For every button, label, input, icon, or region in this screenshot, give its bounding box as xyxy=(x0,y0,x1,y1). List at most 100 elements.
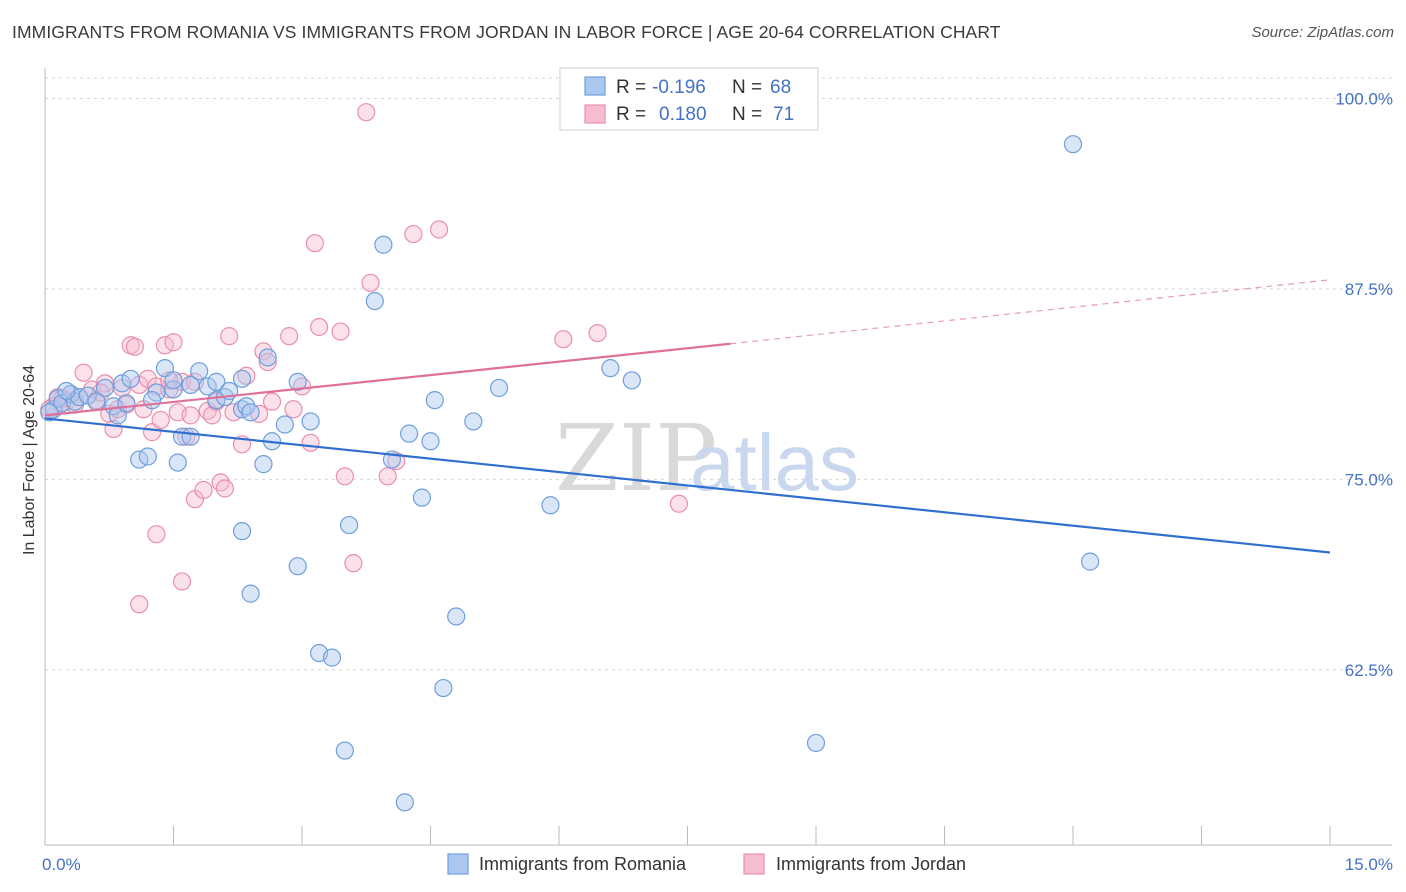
data-point-romania xyxy=(207,372,226,391)
data-point-romania xyxy=(138,447,157,466)
legend-box: R = -0.196 N = 68 R = 0.180 N = 71 xyxy=(559,67,819,131)
data-point-romania xyxy=(1063,135,1083,154)
legend-n-label: N = xyxy=(732,77,762,98)
data-point-romania xyxy=(806,733,826,753)
data-point-jordan xyxy=(404,224,423,244)
data-point-romania xyxy=(190,362,209,381)
data-point-jordan xyxy=(335,467,354,486)
x-tick-label: 0.0% xyxy=(42,855,81,874)
data-point-romania xyxy=(57,381,76,401)
data-point-jordan xyxy=(280,327,299,346)
data-point-romania xyxy=(1081,552,1100,571)
data-point-romania xyxy=(395,793,414,812)
data-point-jordan xyxy=(262,392,282,411)
data-point-romania xyxy=(40,403,59,422)
data-point-jordan xyxy=(164,333,183,352)
bottom-legend: Immigrants from Romania Immigrants from … xyxy=(447,853,966,875)
data-point-jordan xyxy=(215,479,234,498)
data-point-jordan xyxy=(669,494,689,513)
data-point-romania xyxy=(198,377,217,396)
data-point-romania xyxy=(241,584,260,603)
data-point-romania xyxy=(117,394,136,413)
x-tick-label: 15.0% xyxy=(1345,855,1393,874)
legend-n-value-jordan: 71 xyxy=(773,104,794,125)
data-point-romania xyxy=(335,741,354,760)
data-point-romania xyxy=(232,522,252,541)
data-point-jordan xyxy=(258,352,277,372)
data-point-jordan xyxy=(429,220,449,239)
y-tick-label: 100.0% xyxy=(1335,89,1393,108)
legend-r-label: R = xyxy=(616,104,646,125)
data-point-romania xyxy=(489,378,509,398)
data-point-romania xyxy=(241,403,260,422)
data-point-jordan xyxy=(147,525,166,544)
data-point-romania xyxy=(301,412,320,431)
legend-swatch-jordan xyxy=(584,104,606,124)
data-point-jordan xyxy=(172,572,192,591)
data-point-jordan xyxy=(357,103,376,122)
data-point-romania xyxy=(622,371,641,390)
bottom-legend-label-romania: Immigrants from Romania xyxy=(479,854,687,874)
data-point-romania xyxy=(399,424,419,443)
trend-line-romania xyxy=(44,417,1331,554)
y-axis-label: In Labor Force | Age 20-64 xyxy=(21,365,38,555)
x-tick-labels: 0.0% 15.0% xyxy=(42,855,1393,874)
data-point-jordan xyxy=(284,400,303,419)
y-tick-label: 87.5% xyxy=(1345,280,1393,299)
data-point-jordan xyxy=(378,467,397,486)
legend-n-value-romania: 68 xyxy=(770,77,791,98)
data-point-romania xyxy=(288,372,307,391)
data-point-romania xyxy=(168,453,187,472)
data-point-romania xyxy=(164,371,183,390)
data-point-romania xyxy=(601,359,620,378)
legend-n-label: N = xyxy=(732,104,762,125)
legend-swatch-romania xyxy=(584,76,606,96)
data-point-romania xyxy=(425,391,444,410)
data-point-romania xyxy=(288,557,307,576)
data-point-romania xyxy=(254,455,273,474)
legend-r-value-jordan: 0.180 xyxy=(659,104,707,125)
data-point-romania xyxy=(322,648,342,667)
data-point-jordan xyxy=(588,323,607,343)
data-point-romania xyxy=(142,391,162,410)
legend-r-value-romania: -0.196 xyxy=(652,77,706,98)
data-point-romania xyxy=(181,427,200,446)
data-point-jordan xyxy=(331,322,350,341)
data-point-romania xyxy=(447,607,466,626)
data-point-romania xyxy=(421,432,440,451)
trend-line-jordan xyxy=(44,342,731,417)
trend-line-jordan-extension xyxy=(730,279,1331,345)
data-point-romania xyxy=(275,415,294,434)
data-point-jordan xyxy=(344,554,363,573)
data-point-jordan xyxy=(194,480,213,500)
data-point-romania xyxy=(95,378,115,398)
data-point-romania xyxy=(258,348,277,367)
data-point-romania xyxy=(164,380,183,399)
data-point-jordan xyxy=(125,337,145,356)
data-point-jordan xyxy=(130,595,149,614)
data-point-romania xyxy=(365,292,384,311)
data-point-jordan xyxy=(305,234,324,253)
data-point-romania xyxy=(112,374,132,393)
source-label: Source: ZipAtlas.com xyxy=(1251,24,1394,41)
bottom-legend-swatch-romania xyxy=(447,853,469,875)
data-point-jordan xyxy=(361,273,380,292)
y-tick-label: 75.0% xyxy=(1345,470,1393,489)
data-point-jordan xyxy=(220,327,239,346)
series-romania-points xyxy=(40,135,1100,812)
data-point-romania xyxy=(434,678,453,698)
data-point-romania xyxy=(121,369,140,388)
watermark-zip: ZIP xyxy=(555,405,717,512)
bottom-legend-label-jordan: Immigrants from Jordan xyxy=(776,854,966,874)
legend-r-label: R = xyxy=(616,77,646,98)
watermark-atlas: atlas xyxy=(690,418,859,507)
data-point-jordan xyxy=(310,317,329,337)
data-point-jordan xyxy=(301,433,320,452)
chart-title: IMMIGRANTS FROM ROMANIA VS IMMIGRANTS FR… xyxy=(12,22,1001,42)
data-point-romania xyxy=(541,496,560,515)
data-point-romania xyxy=(412,488,432,507)
data-point-romania xyxy=(464,412,483,431)
bottom-legend-swatch-jordan xyxy=(743,853,765,875)
y-tick-label: 62.5% xyxy=(1345,661,1393,680)
